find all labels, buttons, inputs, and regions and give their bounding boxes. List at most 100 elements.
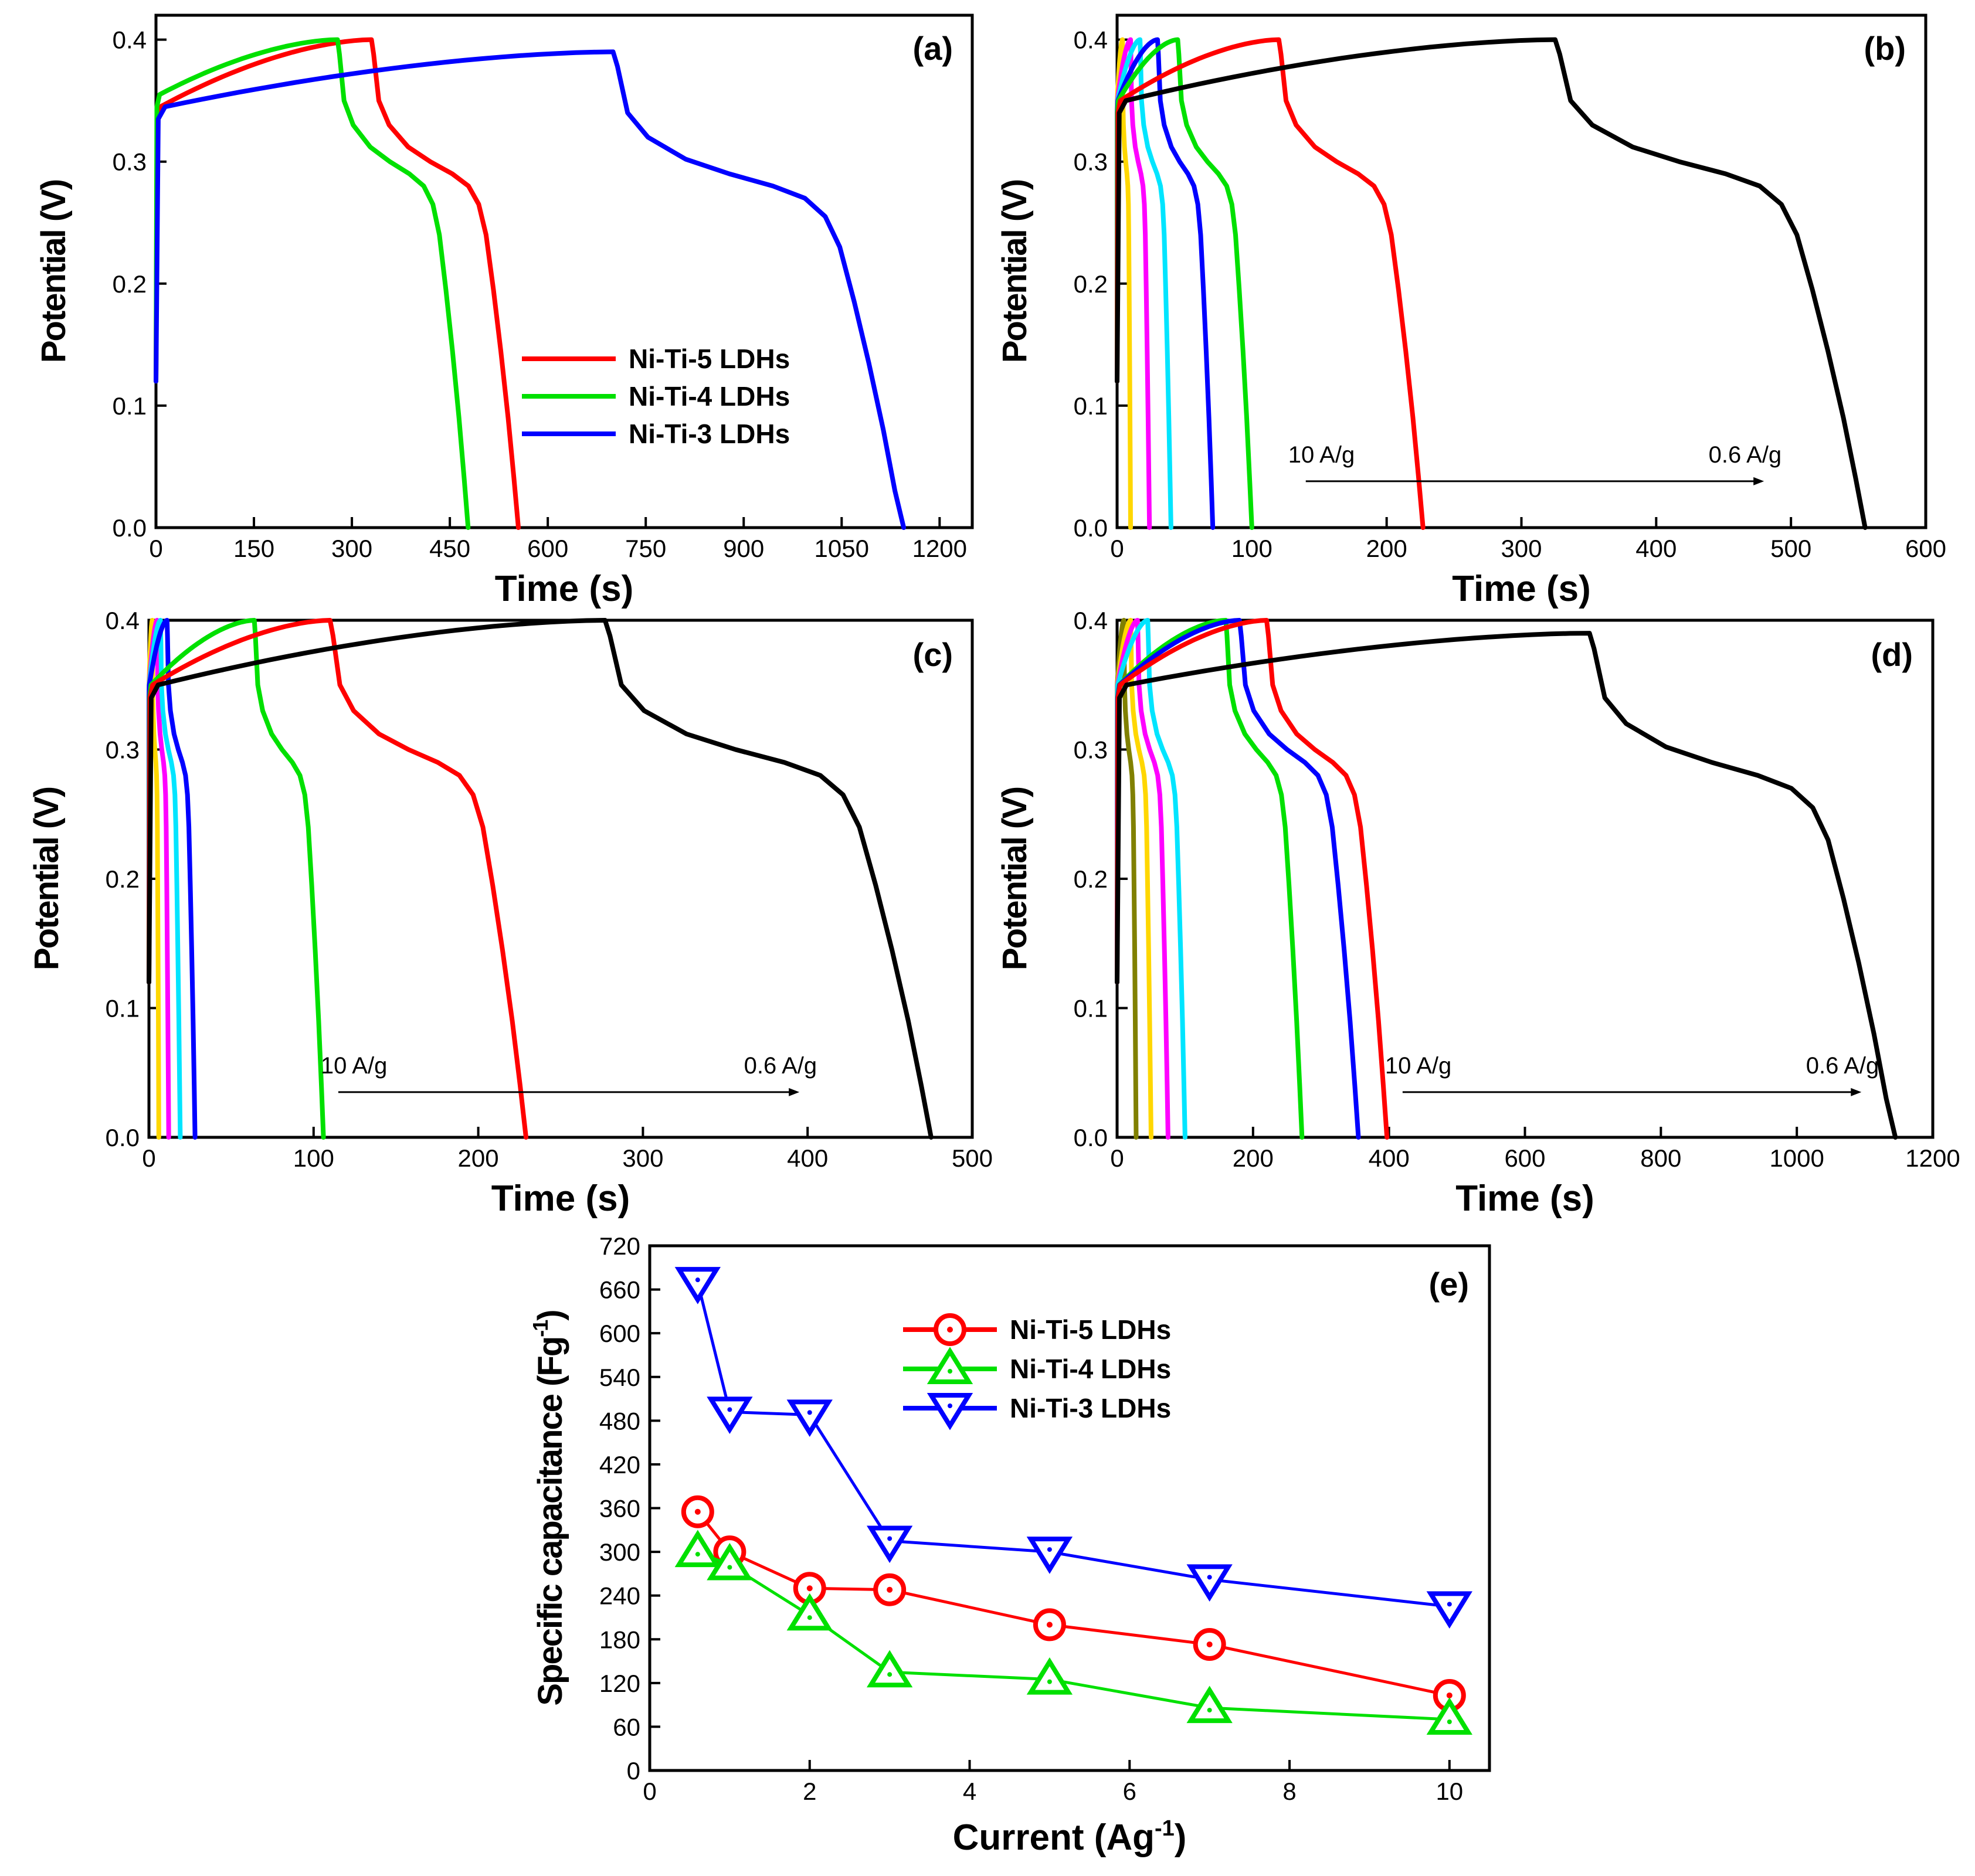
legend-label: Ni-Ti-5 LDHs bbox=[1010, 1314, 1171, 1345]
panel-d: 0 200 400 600 800 1000 1200 0.0 0.1 0.2 0.3 0.4 (d) T… bbox=[996, 607, 1960, 1219]
y-tick-label: 0.0 bbox=[106, 1124, 140, 1151]
y-tick-label: 0.2 bbox=[106, 865, 140, 893]
gcd-curve-1.2-A-g bbox=[1115, 618, 1361, 1140]
gcd-curve-1-A-g bbox=[1115, 618, 1390, 1140]
data-point-dot bbox=[1446, 1692, 1453, 1698]
gcd-curve-2-A-g bbox=[1115, 618, 1305, 1140]
plot-frame bbox=[154, 13, 974, 529]
x-tick-label: 300 bbox=[331, 535, 372, 562]
legend-marker-dot bbox=[947, 1327, 953, 1333]
gcd-curve-Ni-Ti-4-LDHs bbox=[154, 37, 471, 530]
x-tick-label: 0 bbox=[1110, 535, 1124, 562]
gcd-curve-3-A-g bbox=[1115, 618, 1187, 1140]
y-tick-label: 540 bbox=[599, 1364, 640, 1391]
gcd-curve-Ni-Ti-3-LDHs bbox=[154, 49, 907, 530]
y-axis-title: Potential (V) bbox=[35, 180, 73, 363]
x-tick-label: 200 bbox=[1366, 535, 1407, 562]
y-axis-title: Specific capacitance (Fg-1) bbox=[528, 1310, 569, 1705]
data-point-dot bbox=[1447, 1719, 1452, 1724]
x-axis-title: Time (s) bbox=[495, 569, 634, 609]
x-tick-label: 450 bbox=[429, 535, 470, 562]
data-point bbox=[866, 1525, 913, 1564]
x-axis-title: Time (s) bbox=[1455, 1178, 1594, 1219]
data-point-dot bbox=[807, 1410, 812, 1415]
x-tick-label: 1050 bbox=[815, 535, 869, 562]
y-tick-label: 660 bbox=[599, 1276, 640, 1304]
y-tick-label: 0.3 bbox=[1074, 148, 1108, 176]
gcd-curve-5-A-g bbox=[1115, 37, 1173, 530]
panel-e: 0 2 4 6 8 10 0 60 120 180 240 300 360 420 480 540 600 660… bbox=[528, 1232, 1491, 1858]
x-tick-label: 0 bbox=[149, 535, 162, 562]
legend-marker bbox=[927, 1347, 973, 1384]
rate-arrow-head bbox=[1753, 477, 1764, 485]
y-tick-label: 0.3 bbox=[113, 148, 147, 176]
y-tick-label: 0.1 bbox=[106, 995, 140, 1022]
panel-label: (e) bbox=[1429, 1266, 1469, 1303]
data-point-dot bbox=[1047, 1547, 1052, 1552]
data-point bbox=[866, 1650, 913, 1688]
data-point-dot bbox=[887, 1586, 893, 1593]
y-tick-label: 0.4 bbox=[1074, 607, 1108, 634]
y-tick-label: 300 bbox=[599, 1538, 640, 1566]
y-tick-label: 420 bbox=[599, 1451, 640, 1479]
data-point bbox=[1186, 1564, 1233, 1602]
x-tick-label: 4 bbox=[963, 1778, 976, 1805]
legend-marker bbox=[927, 1393, 973, 1430]
data-point bbox=[707, 1396, 753, 1435]
y-tick-label: 0.1 bbox=[1074, 392, 1108, 420]
y-tick-label: 360 bbox=[599, 1495, 640, 1522]
x-tick-label: 200 bbox=[458, 1144, 499, 1172]
y-tick-label: 0.0 bbox=[1074, 514, 1108, 542]
y-axis-title: Potential (V) bbox=[996, 180, 1034, 363]
data-point-dot bbox=[806, 1585, 813, 1592]
gcd-curve-1-A-g bbox=[1115, 37, 1426, 530]
data-point bbox=[674, 1530, 721, 1568]
data-point bbox=[1026, 1657, 1073, 1695]
data-point-dot bbox=[887, 1672, 893, 1677]
x-tick-label: 100 bbox=[1231, 535, 1272, 562]
legend-marker-dot bbox=[948, 1369, 952, 1374]
x-tick-label: 300 bbox=[622, 1144, 663, 1172]
x-tick-label: 200 bbox=[1233, 1144, 1274, 1172]
y-tick-label: 0.2 bbox=[1074, 865, 1108, 893]
data-point-dot bbox=[727, 1407, 732, 1412]
x-axis-title: Time (s) bbox=[1452, 569, 1591, 609]
data-point-dot bbox=[1207, 1708, 1212, 1713]
y-tick-label: 0.1 bbox=[113, 392, 147, 420]
x-tick-label: 150 bbox=[233, 535, 274, 562]
gcd-curve-3-A-g bbox=[147, 618, 198, 1140]
x-tick-label: 400 bbox=[1369, 1144, 1410, 1172]
data-point bbox=[786, 1399, 833, 1437]
panel-a: 0 150 300 450 600 750 900 1050 1200 0.0 0.1 0.2 0.3 0… bbox=[35, 13, 974, 609]
rate-label-end: 0.6 A/g bbox=[1806, 1053, 1879, 1079]
y-tick-label: 480 bbox=[599, 1407, 640, 1435]
y-tick-label: 0.4 bbox=[113, 26, 147, 54]
rate-label-end: 0.6 A/g bbox=[1709, 442, 1782, 468]
gcd-curve-1-A-g bbox=[147, 618, 528, 1140]
x-tick-label: 400 bbox=[1635, 535, 1677, 562]
x-tick-label: 400 bbox=[787, 1144, 828, 1172]
panel-label: (a) bbox=[913, 30, 953, 67]
plot-frame bbox=[147, 618, 974, 1139]
legend-label: Ni-Ti-5 LDHs bbox=[629, 344, 790, 374]
x-tick-label: 750 bbox=[625, 535, 666, 562]
data-point-dot bbox=[1206, 1641, 1213, 1647]
gcd-curve-2-A-g bbox=[1115, 37, 1254, 530]
y-tick-label: 0.0 bbox=[113, 514, 147, 542]
data-point-dot bbox=[1047, 1679, 1052, 1684]
x-tick-label: 600 bbox=[1905, 535, 1946, 562]
x-tick-label: 900 bbox=[723, 535, 764, 562]
x-axis-title: Time (s) bbox=[491, 1178, 630, 1219]
x-tick-label: 500 bbox=[952, 1144, 993, 1172]
y-tick-label: 120 bbox=[599, 1670, 640, 1697]
y-tick-label: 0.1 bbox=[1074, 995, 1108, 1022]
y-tick-label: 60 bbox=[613, 1713, 640, 1741]
x-tick-label: 0 bbox=[142, 1144, 155, 1172]
x-tick-label: 2 bbox=[803, 1778, 816, 1805]
rate-label-start: 10 A/g bbox=[321, 1053, 387, 1079]
y-tick-label: 240 bbox=[599, 1582, 640, 1610]
rate-arrow-head bbox=[1851, 1087, 1862, 1096]
x-tick-label: 800 bbox=[1640, 1144, 1681, 1172]
data-point bbox=[707, 1542, 753, 1581]
y-tick-label: 0.4 bbox=[106, 607, 140, 634]
